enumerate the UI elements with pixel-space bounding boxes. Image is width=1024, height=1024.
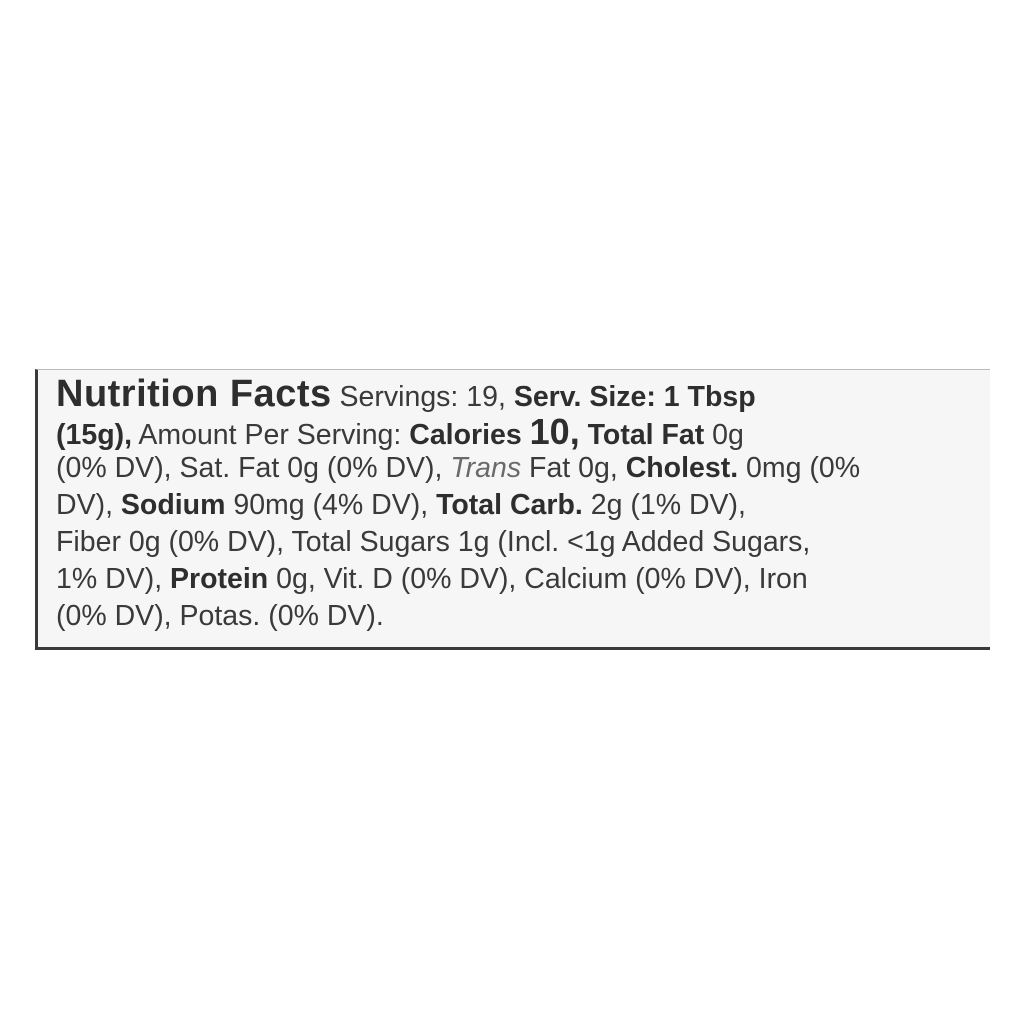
total-fat-label: Total Fat	[587, 419, 705, 451]
nutrition-facts-label: Nutrition Facts Servings: 19, Serv. Size…	[35, 369, 990, 650]
sodium-value: 90mg (4% DV),	[225, 489, 437, 521]
sodium-label: Sodium	[120, 489, 226, 521]
calories-label: Calories	[409, 419, 522, 451]
fiber-sugars: Fiber 0g (0% DV), Total Sugars 1g (Incl.…	[56, 526, 811, 558]
total-fat-value: 0g	[704, 419, 744, 451]
line-1: Nutrition Facts Servings: 19, Serv. Size…	[56, 373, 860, 415]
amount-per-serving: Amount Per Serving:	[132, 419, 410, 451]
line-7: (0% DV), Potas. (0% DV).	[56, 598, 860, 635]
trans-fat: Fat 0g,	[521, 452, 626, 484]
dv-text: DV),	[56, 489, 121, 521]
sat-fat: (0% DV), Sat. Fat 0g (0% DV),	[56, 452, 451, 484]
added-sugars-dv: 1% DV),	[56, 563, 171, 595]
protein-vitamins: 0g, Vit. D (0% DV), Calcium (0% DV), Iro…	[268, 563, 808, 595]
iron-potassium: (0% DV), Potas. (0% DV).	[56, 600, 384, 632]
serving-size: Serv. Size: 1 Tbsp	[513, 381, 756, 413]
line-2: (15g), Amount Per Serving: Calories 10, …	[56, 411, 860, 452]
total-carb-label: Total Carb.	[436, 489, 583, 521]
nutrition-text: Nutrition Facts Servings: 19, Serv. Size…	[56, 373, 860, 635]
cholesterol-value: 0mg (0%	[738, 452, 861, 484]
line-4: DV), Sodium 90mg (4% DV), Total Carb. 2g…	[56, 487, 860, 524]
nutrition-facts-title: Nutrition Facts	[56, 373, 332, 415]
line-6: 1% DV), Protein 0g, Vit. D (0% DV), Calc…	[56, 561, 860, 598]
line-3: (0% DV), Sat. Fat 0g (0% DV), Trans Fat …	[56, 450, 860, 487]
protein-label: Protein	[170, 563, 269, 595]
line-5: Fiber 0g (0% DV), Total Sugars 1g (Incl.…	[56, 524, 860, 561]
trans-label: Trans	[450, 452, 522, 484]
servings: Servings: 19,	[331, 381, 514, 413]
calories-value: 10,	[529, 411, 580, 452]
serving-grams: (15g),	[56, 419, 133, 451]
total-carb-value: 2g (1% DV),	[582, 489, 746, 521]
cholesterol-label: Cholest.	[625, 452, 739, 484]
